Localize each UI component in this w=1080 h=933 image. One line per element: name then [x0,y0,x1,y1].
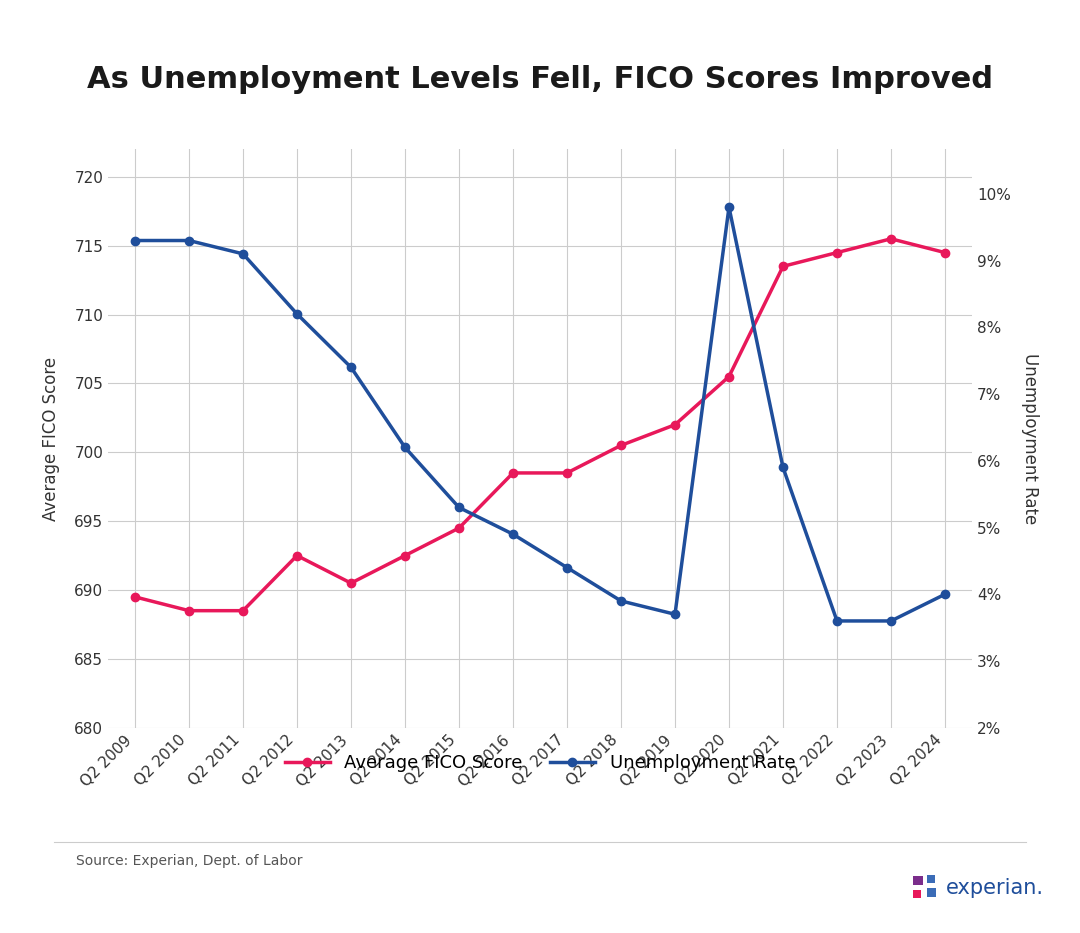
Unemployment Rate [183,235,195,246]
Average FICO Score [939,247,951,258]
Average FICO Score [831,247,843,258]
Y-axis label: Average FICO Score: Average FICO Score [42,356,60,521]
Unemployment Rate [399,442,411,453]
Average FICO Score [723,371,735,383]
Average FICO Score [399,550,411,561]
Unemployment Rate [615,595,627,606]
Average FICO Score [129,592,141,603]
Line: Average FICO Score: Average FICO Score [131,234,949,615]
Unemployment Rate [345,362,357,373]
Average FICO Score [561,467,573,479]
Average FICO Score [669,419,681,430]
Line: Unemployment Rate: Unemployment Rate [131,203,949,625]
Unemployment Rate [561,562,573,573]
Unemployment Rate [453,502,465,513]
Unemployment Rate [669,608,681,620]
Legend: Average FICO Score, Unemployment Rate: Average FICO Score, Unemployment Rate [278,747,802,779]
Unemployment Rate [885,616,897,627]
Average FICO Score [291,550,303,561]
Text: Source: Experian, Dept. of Labor: Source: Experian, Dept. of Labor [76,854,302,868]
Average FICO Score [507,467,519,479]
Y-axis label: Unemployment Rate: Unemployment Rate [1021,353,1039,524]
Unemployment Rate [831,616,843,627]
Unemployment Rate [237,248,249,259]
Average FICO Score [345,578,357,589]
Average FICO Score [777,260,789,272]
Unemployment Rate [723,202,735,213]
Unemployment Rate [777,462,789,473]
Average FICO Score [183,606,195,617]
Average FICO Score [885,233,897,244]
Unemployment Rate [291,308,303,319]
Text: As Unemployment Levels Fell, FICO Scores Improved: As Unemployment Levels Fell, FICO Scores… [87,65,993,94]
Unemployment Rate [129,235,141,246]
Average FICO Score [453,522,465,534]
Average FICO Score [237,606,249,617]
Unemployment Rate [507,529,519,540]
Unemployment Rate [939,589,951,600]
Average FICO Score [615,439,627,451]
Text: experian.: experian. [946,878,1044,898]
